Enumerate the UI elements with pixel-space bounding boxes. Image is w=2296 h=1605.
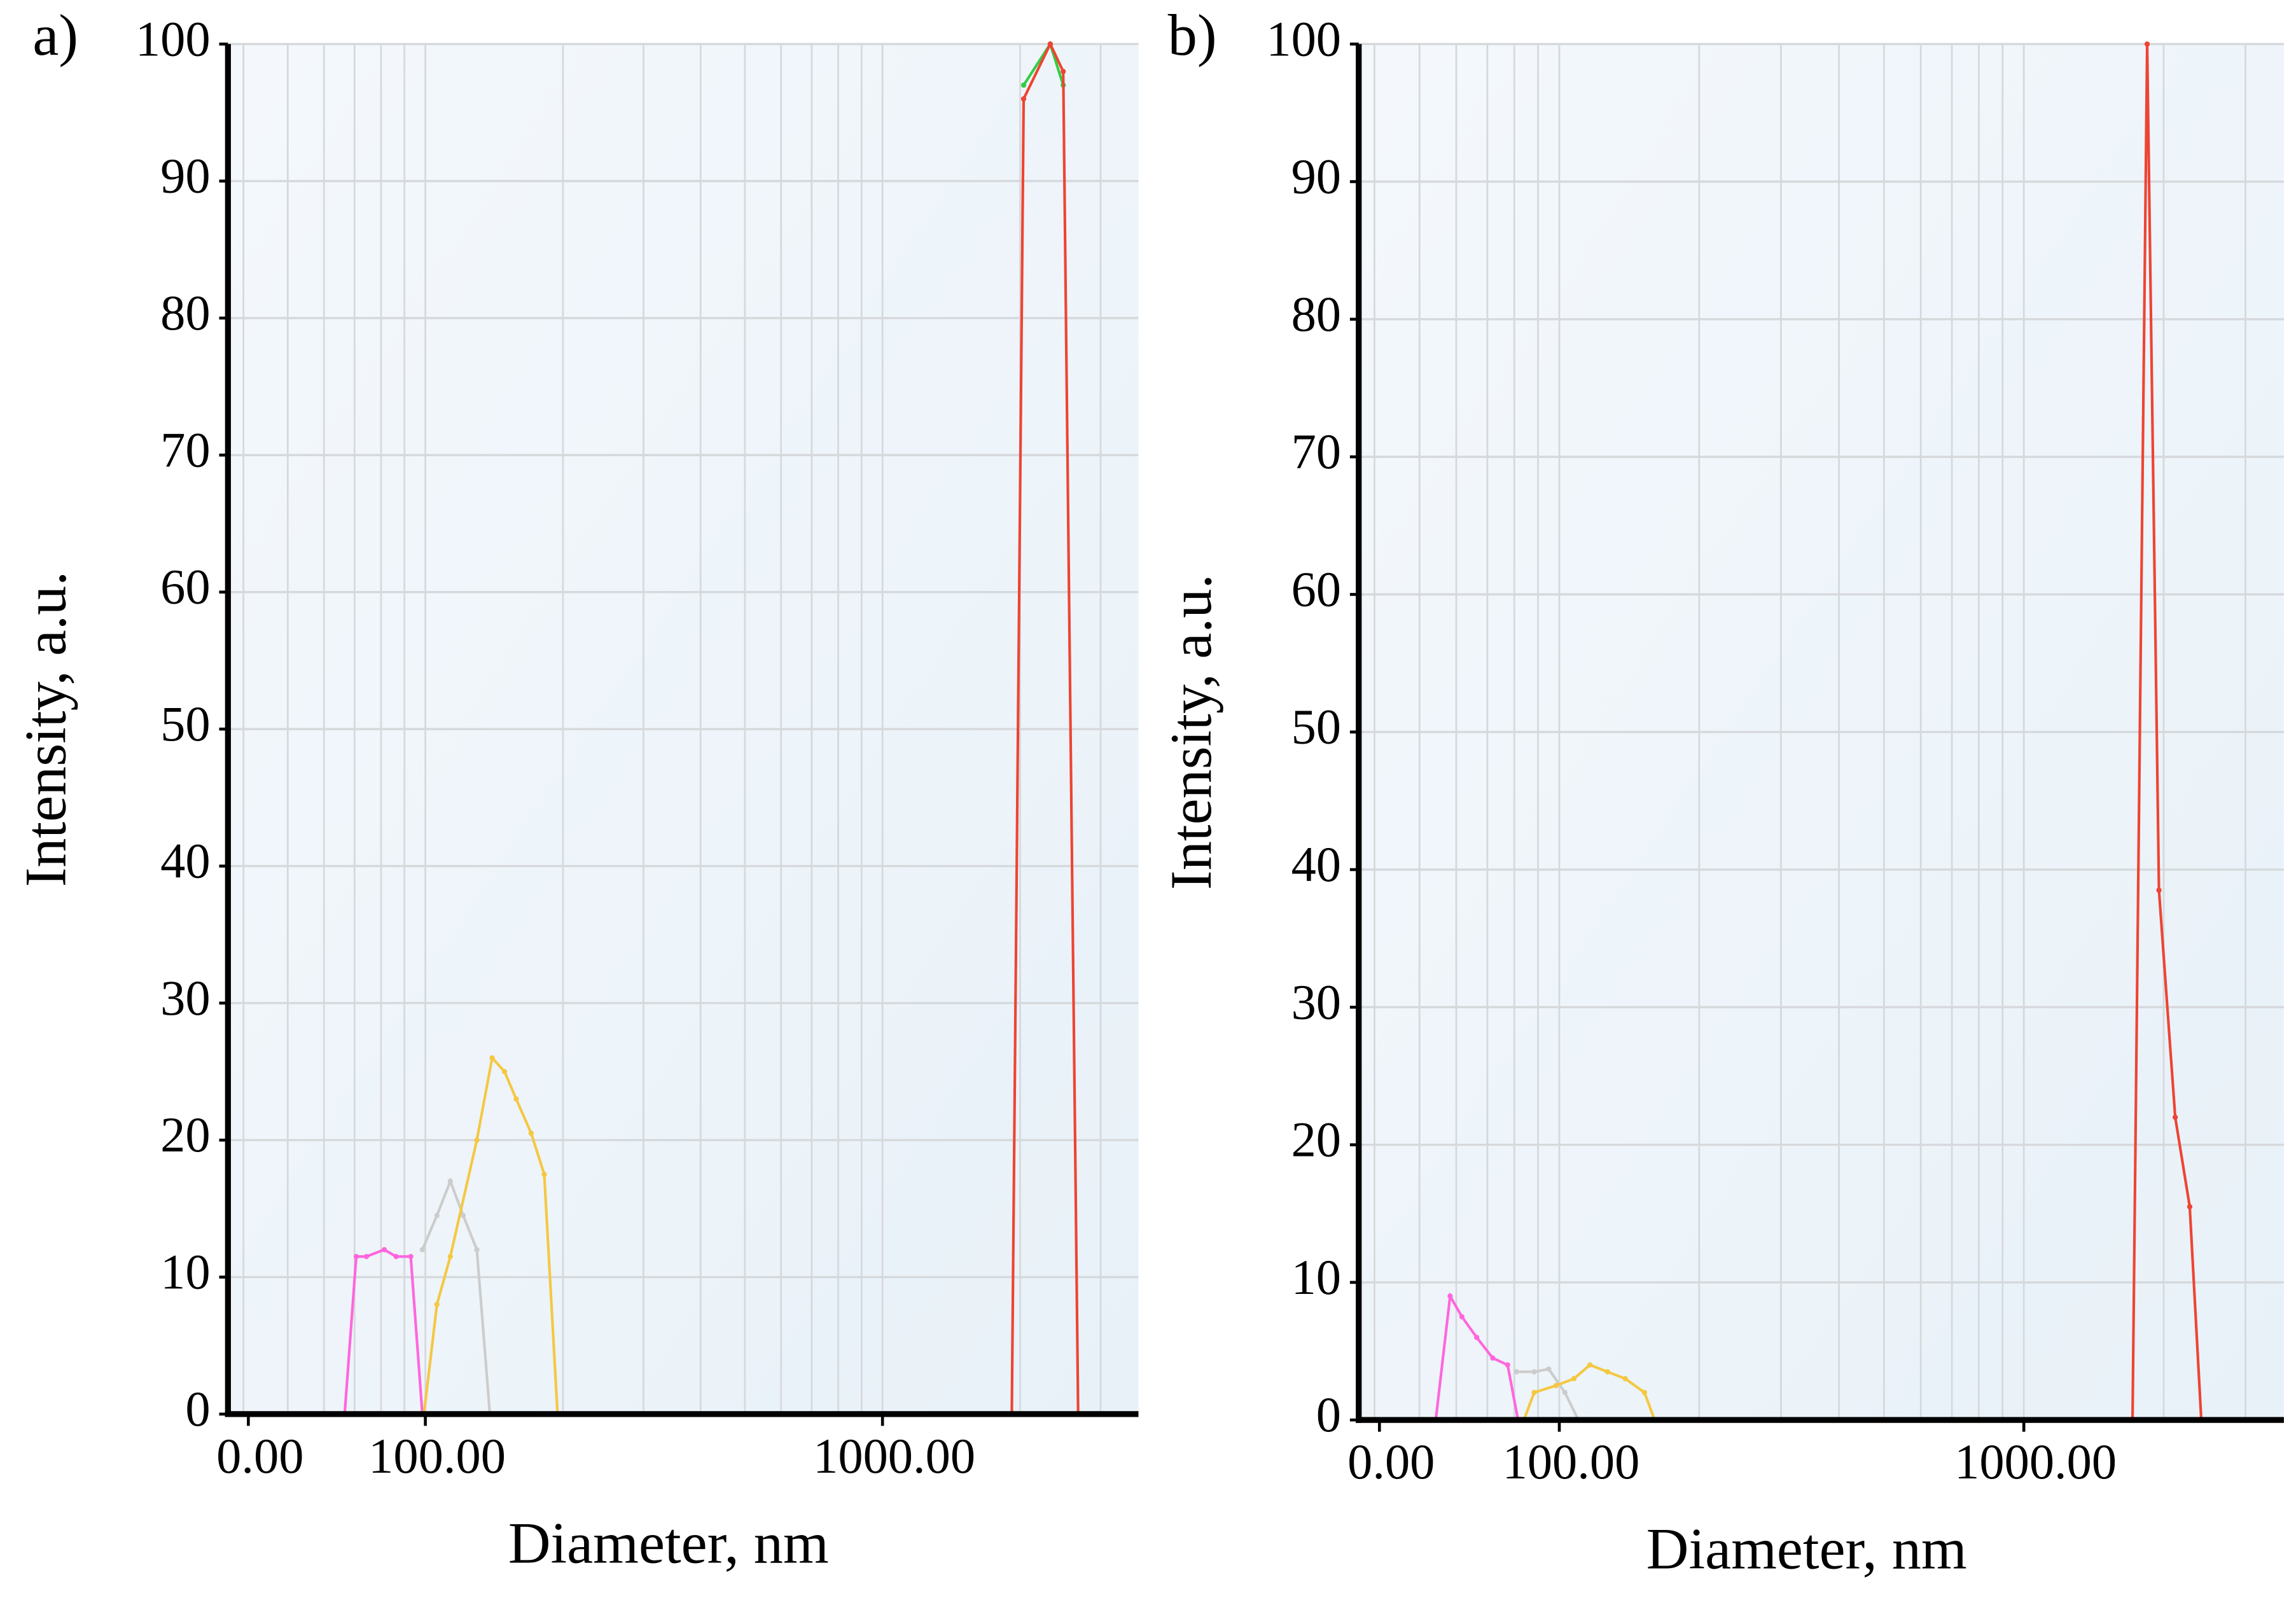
data-point bbox=[460, 1212, 466, 1218]
data-point bbox=[1604, 1369, 1610, 1375]
data-point bbox=[1505, 1362, 1510, 1368]
x-axis-label: Diameter, nm bbox=[1646, 1517, 1967, 1581]
y-tick-label: 40 bbox=[1291, 837, 1341, 892]
data-point bbox=[1020, 96, 1027, 102]
y-tick-label: 70 bbox=[160, 422, 210, 477]
data-point bbox=[501, 1069, 508, 1074]
y-tick-label: 70 bbox=[1291, 424, 1341, 479]
x-tick-label: 1000.00 bbox=[1954, 1434, 2117, 1489]
panel-label: b) bbox=[1168, 3, 1217, 67]
data-point bbox=[434, 1302, 440, 1307]
x-tick-label: 0.00 bbox=[1347, 1434, 1435, 1489]
y-tick-label: 90 bbox=[160, 148, 210, 204]
y-tick-label: 0 bbox=[1316, 1387, 1341, 1442]
y-tick-label: 90 bbox=[1291, 149, 1341, 204]
data-point bbox=[353, 1254, 359, 1260]
data-point bbox=[1061, 69, 1066, 74]
x-tick-label: 1000.00 bbox=[813, 1428, 975, 1483]
data-line bbox=[421, 1177, 492, 1415]
data-point bbox=[447, 1254, 454, 1260]
data-point bbox=[1622, 1376, 1628, 1382]
y-tick-label: 10 bbox=[1291, 1249, 1341, 1305]
data-point bbox=[1641, 1389, 1647, 1396]
y-tick-label: 50 bbox=[1291, 699, 1341, 754]
data-point bbox=[1531, 1369, 1537, 1375]
data-point bbox=[1020, 82, 1027, 88]
y-tick-label: 50 bbox=[160, 696, 210, 751]
data-point bbox=[541, 1171, 547, 1178]
data-point bbox=[447, 1178, 454, 1184]
x-axis-label: Diameter, nm bbox=[508, 1510, 829, 1575]
data-point bbox=[419, 1247, 426, 1253]
y-axis-label: Intensity, a.u. bbox=[1158, 574, 1223, 890]
data-point bbox=[408, 1254, 414, 1260]
data-point bbox=[1553, 1382, 1559, 1389]
data-line bbox=[422, 1055, 559, 1415]
data-point bbox=[1459, 1314, 1465, 1320]
x-tick-label: 100.00 bbox=[368, 1428, 506, 1483]
data-point bbox=[1562, 1389, 1568, 1396]
y-tick-label: 10 bbox=[160, 1244, 210, 1300]
data-point bbox=[1447, 1293, 1453, 1299]
data-point bbox=[2156, 887, 2162, 893]
data-point bbox=[489, 1055, 495, 1061]
data-point bbox=[2187, 1204, 2193, 1210]
data-point bbox=[1546, 1366, 1552, 1372]
data-point bbox=[2144, 41, 2150, 47]
y-tick-label: 20 bbox=[1291, 1112, 1341, 1167]
x-tick-label: 0.00 bbox=[216, 1428, 303, 1483]
y-tick-label: 0 bbox=[185, 1381, 210, 1436]
data-point bbox=[434, 1212, 440, 1218]
y-tick-label: 100 bbox=[1266, 11, 1341, 66]
data-point bbox=[1531, 1389, 1537, 1396]
y-axis-label: Intensity, a.u. bbox=[13, 571, 78, 887]
data-point bbox=[528, 1130, 534, 1136]
data-point bbox=[393, 1254, 399, 1260]
y-tick-label: 60 bbox=[160, 559, 210, 615]
y-tick-label: 60 bbox=[1291, 561, 1341, 616]
data-point bbox=[1474, 1335, 1480, 1340]
data-line bbox=[2131, 44, 2203, 1421]
y-tick-label: 80 bbox=[160, 285, 210, 340]
y-tick-label: 40 bbox=[160, 833, 210, 888]
data-point bbox=[1490, 1355, 1496, 1361]
data-point bbox=[474, 1137, 480, 1143]
y-tick-label: 100 bbox=[136, 11, 211, 66]
x-tick-label: 100.00 bbox=[1503, 1434, 1640, 1489]
data-point bbox=[1587, 1362, 1593, 1368]
y-tick-label: 80 bbox=[1291, 286, 1341, 342]
data-point bbox=[1047, 41, 1054, 47]
data-point bbox=[474, 1247, 480, 1253]
data-point bbox=[1571, 1376, 1577, 1382]
panel-label: a) bbox=[32, 3, 78, 67]
y-tick-label: 20 bbox=[160, 1107, 210, 1162]
data-point bbox=[363, 1254, 370, 1260]
data-point bbox=[2172, 1115, 2178, 1120]
data-point bbox=[1513, 1369, 1519, 1375]
y-tick-label: 30 bbox=[160, 970, 210, 1025]
data-point bbox=[381, 1247, 387, 1253]
data-point bbox=[513, 1096, 519, 1102]
y-tick-label: 30 bbox=[1291, 974, 1341, 1029]
